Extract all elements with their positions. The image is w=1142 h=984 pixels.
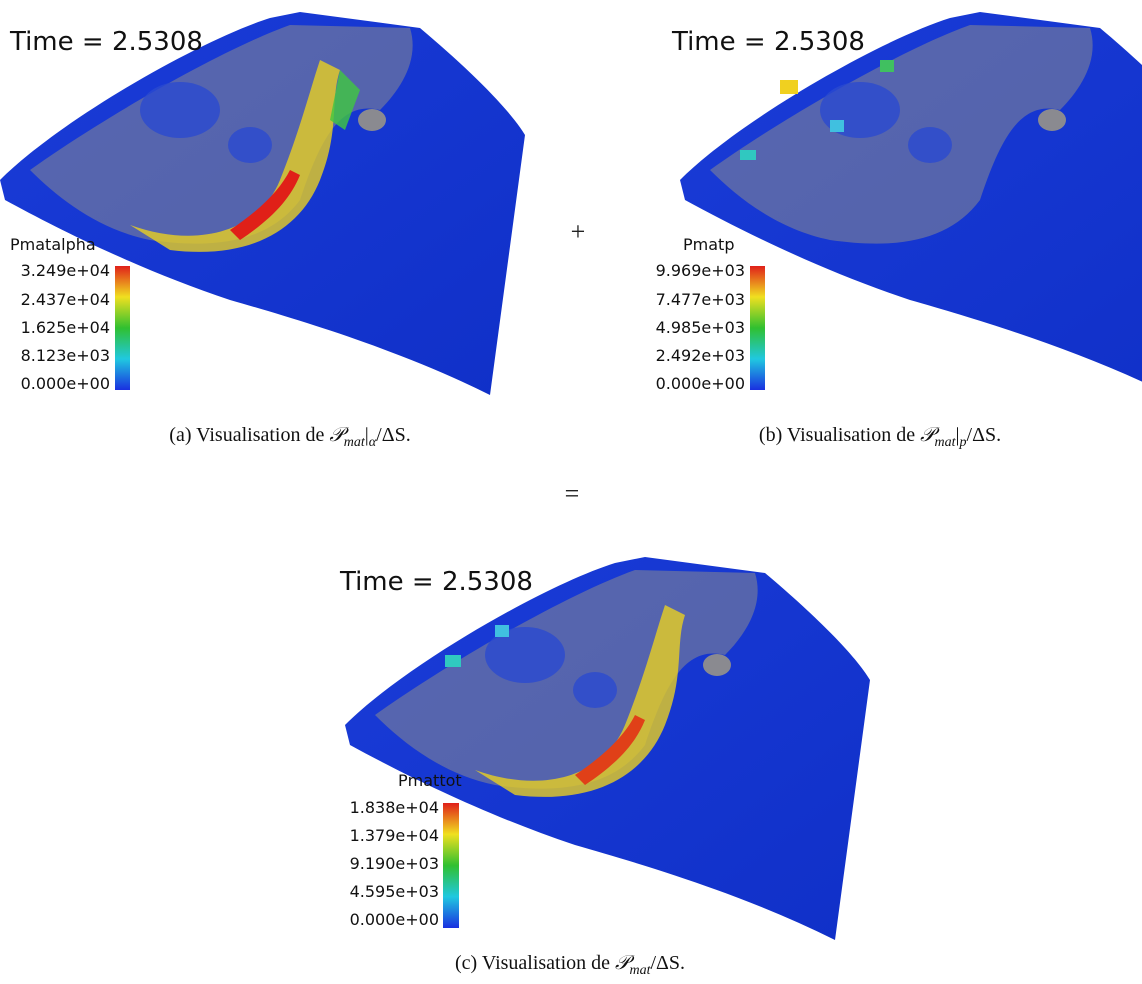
caption-subscript: mat <box>344 435 365 450</box>
colorbar <box>750 266 765 390</box>
visualization-b <box>680 12 1142 395</box>
equals-sign: = <box>565 479 580 508</box>
colorbar-tick-label: 0.000e+00 <box>21 374 110 393</box>
caption-subscript-text: mat <box>629 963 651 978</box>
caption-symbol: 𝒫 <box>615 952 630 974</box>
colorbar-title: Pmatp <box>683 235 734 254</box>
caption-symbol: 𝒫 <box>920 424 935 446</box>
colorbar-tick-label: 0.000e+00 <box>656 374 745 393</box>
colorbar-tick-label: 2.492e+03 <box>656 346 745 365</box>
time-label: Time = 2.5308 <box>339 567 533 597</box>
caption-suffix: /ΔS. <box>376 424 411 446</box>
caption-suffix: /ΔS. <box>650 952 686 974</box>
colorbar-tick-label: 4.595e+03 <box>350 882 439 901</box>
colorbar-title: Pmattot <box>398 771 462 790</box>
colorbar <box>443 803 459 928</box>
caption-subscript: mat <box>629 963 650 978</box>
caption: (b) Visualisation de 𝒫mat|p/ΔS. <box>759 424 1001 451</box>
caption-restriction-text: p <box>959 435 967 450</box>
caption: (c) Visualisation de 𝒫mat/ΔS. <box>455 952 685 979</box>
caption-subscript-text: mat <box>343 435 365 450</box>
plus-sign: + <box>571 217 586 246</box>
colorbar <box>115 266 130 390</box>
visualization-c <box>345 557 870 940</box>
caption-restriction-text: α <box>368 435 377 450</box>
time-label: Time = 2.5308 <box>671 27 865 57</box>
colorbar-tick-label: 9.969e+03 <box>656 261 745 280</box>
colorbar-title: Pmatalpha <box>10 235 96 254</box>
colorbar-tick-label: 1.838e+04 <box>350 798 439 817</box>
caption-subscript: mat <box>935 435 956 450</box>
colorbar-tick-label: 0.000e+00 <box>350 910 439 929</box>
caption-bar: | <box>955 424 960 446</box>
caption-text: (c) Visualisation de <box>454 952 611 974</box>
colorbar-tick-label: 7.477e+03 <box>656 290 745 309</box>
caption-restriction: α <box>369 435 376 450</box>
colorbar-tick-label: 1.625e+04 <box>21 318 110 337</box>
time-label: Time = 2.5308 <box>9 27 203 57</box>
caption-bar: | <box>364 424 369 446</box>
colorbar-tick-label: 9.190e+03 <box>350 854 439 873</box>
visualization-a <box>0 12 525 395</box>
caption: (a) Visualisation de 𝒫mat|α/ΔS. <box>169 424 410 451</box>
caption-suffix: /ΔS. <box>966 424 1002 446</box>
caption-subscript-text: mat <box>934 435 956 450</box>
colorbar-tick-label: 8.123e+03 <box>21 346 110 365</box>
colorbar-tick-label: 2.437e+04 <box>21 290 110 309</box>
colorbar-tick-label: 3.249e+04 <box>21 261 110 280</box>
caption-text: (a) Visualisation de <box>169 424 325 446</box>
colorbar-tick-label: 4.985e+03 <box>656 318 745 337</box>
caption-symbol: 𝒫 <box>329 424 344 446</box>
caption-restriction: p <box>960 435 967 450</box>
caption-text: (b) Visualisation de <box>758 424 916 446</box>
colorbar-tick-label: 1.379e+04 <box>350 826 439 845</box>
